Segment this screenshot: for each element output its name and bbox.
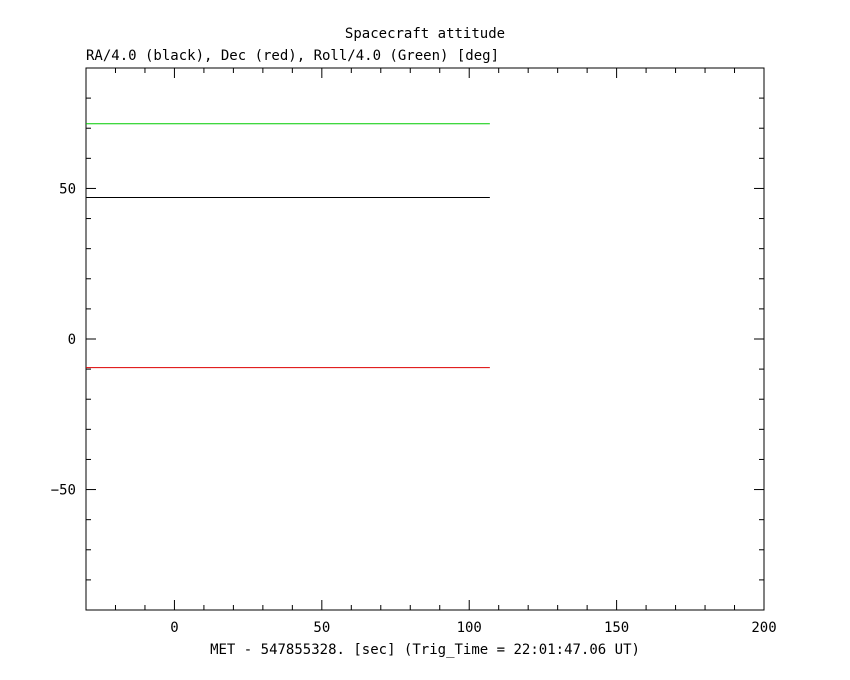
y-tick-label: 50 [59, 181, 76, 197]
x-tick-label: 50 [313, 620, 330, 636]
chart-title: Spacecraft attitude [345, 26, 505, 42]
series-group [86, 123, 490, 369]
y-axis-label: RA/4.0 (black), Dec (red), Roll/4.0 (Gre… [86, 48, 499, 64]
axis-ticks [85, 67, 765, 611]
x-tick-labels: 0 50 100 150 200 [170, 620, 776, 636]
x-tick-label: 100 [457, 620, 482, 636]
y-tick-labels: −50 0 50 [51, 181, 76, 498]
x-tick-label: 0 [170, 620, 178, 636]
plot-frame [85, 67, 765, 611]
y-tick-label: 0 [68, 332, 76, 348]
y-tick-label: −50 [51, 483, 76, 499]
x-tick-label: 150 [604, 620, 629, 636]
x-tick-label: 200 [751, 620, 776, 636]
x-axis-label: MET - 547855328. [sec] (Trig_Time = 22:0… [210, 642, 640, 658]
